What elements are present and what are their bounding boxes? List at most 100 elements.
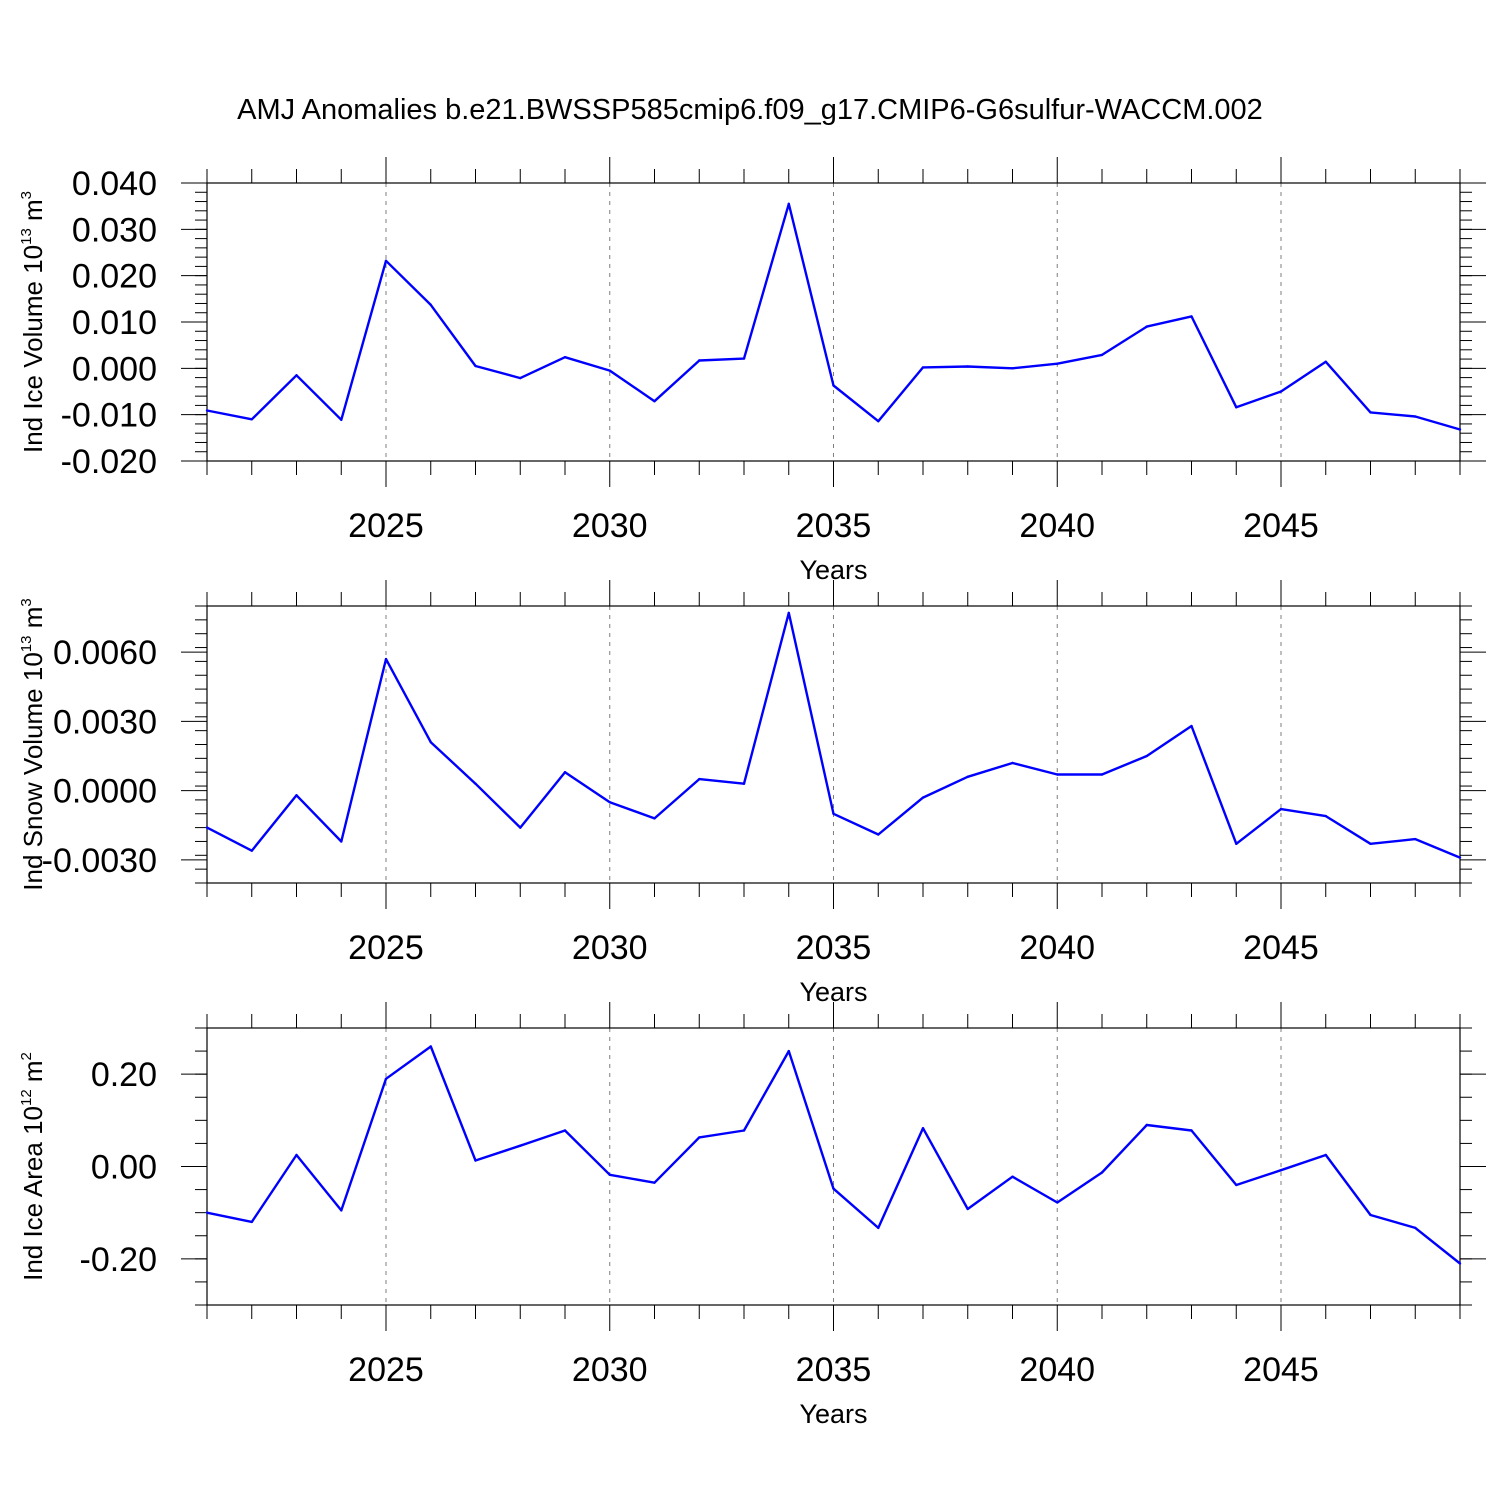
y-tick-label: 0.000 [72, 350, 157, 388]
data-point [742, 782, 746, 785]
data-point [1145, 754, 1148, 758]
data-point [1011, 761, 1014, 765]
panel-3: -0.20 0.00 0.20 2025 2030 2035 2040 2045 Years In… [18, 1002, 1486, 1429]
data-point [653, 1181, 656, 1184]
data-point [340, 840, 343, 843]
data-point [250, 849, 253, 852]
x-tick-label: 2035 [796, 929, 872, 967]
data-point [966, 365, 969, 368]
panels: -0.020 -0.010 0.000 0.010 0.020 0.030 0.040 202… [18, 157, 1486, 1429]
y-tick-label: -0.020 [61, 443, 157, 481]
data-point [1279, 1168, 1283, 1172]
data-point [474, 782, 477, 785]
data-point [698, 359, 701, 362]
data-point [608, 369, 611, 372]
x-tick-label: 2025 [348, 1351, 424, 1389]
data-point [1056, 362, 1059, 365]
data-point [742, 1129, 746, 1132]
data-point [787, 611, 790, 615]
y-axis-label-text: Ind Ice Volume 10 [18, 245, 48, 453]
data-point [1100, 353, 1104, 357]
data-point [1324, 360, 1327, 364]
data-point [787, 1049, 790, 1053]
data-point [563, 356, 567, 359]
x-tick-label: 2040 [1019, 1351, 1095, 1389]
y-axis-label-unit: m [18, 1060, 48, 1089]
data-point [1279, 390, 1283, 393]
x-tick-label: 2045 [1243, 1351, 1319, 1389]
y-tick-label: 0.040 [72, 165, 157, 203]
data-point [1279, 807, 1283, 811]
data-point [474, 1159, 477, 1162]
data-point [787, 202, 790, 206]
y-axis-label-text: Ind Snow Volume 10 [18, 652, 48, 891]
data-point [877, 1226, 880, 1230]
data-point [1458, 1262, 1462, 1265]
data-point [1414, 415, 1417, 418]
data-point [921, 796, 925, 799]
data-point [295, 794, 298, 797]
data-point [698, 777, 701, 781]
x-tick-label: 2040 [1019, 507, 1095, 545]
data-point [1235, 406, 1238, 409]
data-point [519, 1144, 522, 1147]
y-tick-label: -0.010 [61, 397, 157, 435]
y-axis-label-exponent: 13 [18, 228, 35, 245]
data-point [384, 657, 388, 661]
data-point [1145, 1123, 1148, 1127]
data-point [1414, 1226, 1417, 1230]
x-tick-label: 2030 [572, 929, 648, 967]
x-tick-label: 2035 [796, 1351, 872, 1389]
data-point [1369, 1213, 1372, 1217]
data-point [1235, 1183, 1238, 1187]
y-axis-label: Ind Snow Volume 1013 m3 [18, 598, 48, 890]
data-point [653, 400, 656, 403]
x-axis-label: Years [799, 1399, 867, 1429]
data-point [1324, 814, 1327, 818]
data-point [340, 418, 343, 421]
data-point [832, 384, 835, 387]
data-point [921, 1126, 925, 1130]
data-point [1056, 1201, 1059, 1204]
data-point [698, 1136, 701, 1139]
y-axis-label-unit: m [18, 199, 48, 228]
y-tick-label: 0.00 [91, 1149, 157, 1187]
x-tick-label: 2030 [572, 1351, 648, 1389]
data-point [966, 775, 969, 779]
y-tick-label: -0.0030 [42, 842, 157, 880]
y-axis-label-exponent: 12 [18, 1089, 35, 1106]
panel-2: -0.0030 0.0000 0.0030 0.0060 2025 2030 2035 204… [18, 580, 1486, 1007]
data-point [250, 418, 253, 421]
y-axis-label-unit-exponent: 3 [18, 598, 35, 606]
x-tick-label: 2025 [348, 507, 424, 545]
data-point [1235, 842, 1238, 845]
data-point [1100, 773, 1104, 776]
chart-title: AMJ Anomalies b.e21.BWSSP585cmip6.f09_g1… [237, 94, 1263, 126]
x-tick-label: 2045 [1243, 929, 1319, 967]
data-point [519, 376, 522, 380]
data-point [1011, 1175, 1014, 1178]
data-point [563, 771, 567, 774]
data-point [1190, 724, 1193, 728]
data-point [742, 357, 746, 360]
data-point [384, 1077, 388, 1080]
x-tick-label: 2045 [1243, 507, 1319, 545]
data-point [832, 812, 835, 815]
x-tick-label: 2040 [1019, 929, 1095, 967]
data-point [384, 259, 388, 263]
data-point [205, 409, 209, 412]
y-tick-label: -0.20 [80, 1241, 158, 1279]
y-axis-label-exponent: 13 [18, 636, 35, 653]
y-axis-label: Ind Ice Volume 1013 m3 [18, 191, 48, 453]
data-point [653, 817, 656, 820]
data-point [832, 1187, 835, 1190]
data-point [1011, 367, 1014, 370]
y-axis-label-unit-exponent: 3 [18, 191, 35, 199]
data-point [429, 1045, 432, 1048]
data-point [1190, 315, 1193, 318]
data-point [563, 1129, 567, 1132]
y-tick-label: 0.0060 [53, 634, 157, 672]
data-point [1458, 856, 1462, 859]
panel-1: -0.020 -0.010 0.000 0.010 0.020 0.030 0.040 202… [18, 157, 1486, 585]
